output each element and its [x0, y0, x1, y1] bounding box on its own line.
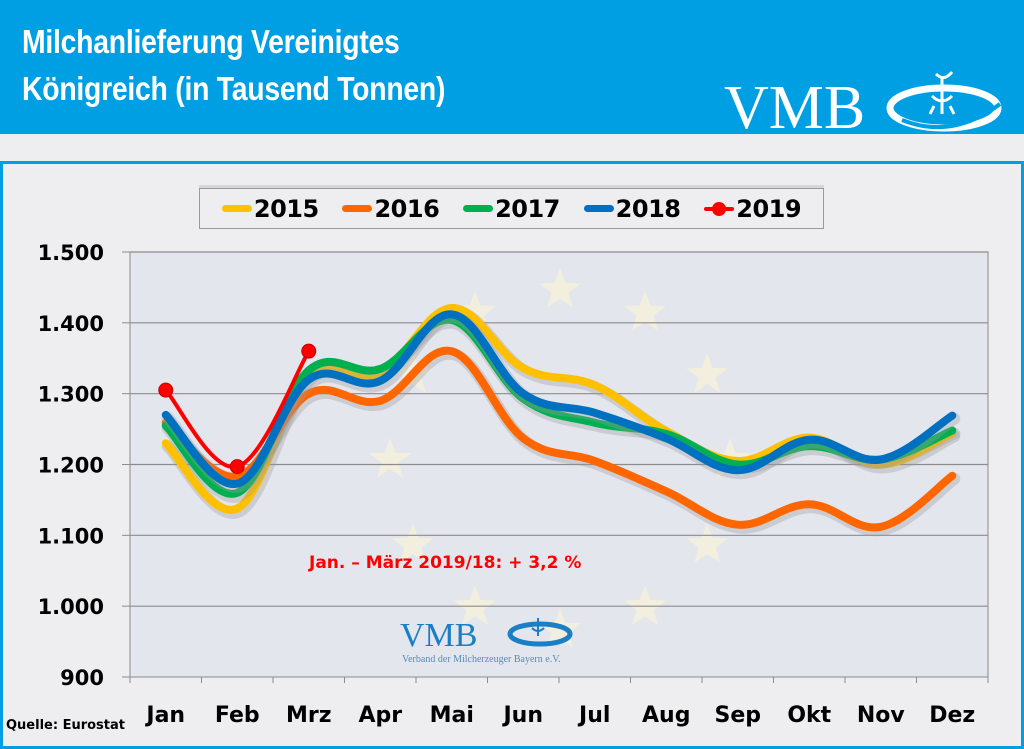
legend-marker-2019: [712, 201, 727, 216]
y-tick-label: 1.000: [38, 595, 104, 619]
x-tick-label: Feb: [215, 703, 260, 728]
y-tick-label: 1.400: [38, 312, 104, 336]
vmb-watermark-logo: VMB Verband der Milcherzeuger Bayern e.V…: [400, 617, 573, 665]
x-tick-label: Okt: [787, 703, 831, 728]
eu-star: [624, 585, 666, 625]
legend-swatch-2017: [463, 205, 494, 212]
x-tick-label: Jan: [144, 703, 185, 728]
series-2016: [161, 346, 961, 537]
vmb-logo-text: VMB: [724, 74, 865, 134]
legend-label-2018: 2018: [615, 194, 681, 223]
y-tick-label: 1.300: [38, 383, 104, 407]
page-title: Milchanlieferung Vereinigtes Königreich …: [22, 18, 445, 112]
x-tick-label: Aug: [642, 703, 690, 728]
series-line-2018: [161, 310, 957, 488]
y-tick-label: 900: [60, 666, 104, 690]
chart-annotation: Jan. – März 2019/18: + 3,2 %: [308, 553, 581, 573]
legend-label-2017: 2017: [495, 194, 560, 223]
legend-label-2016: 2016: [374, 194, 440, 223]
header-banner: Milchanlieferung Vereinigtes Königreich …: [0, 0, 1024, 134]
legend-swatch-2016: [342, 205, 373, 212]
series-line-2016: [161, 346, 957, 532]
y-tick-label: 1.500: [38, 241, 104, 265]
series-lines: [158, 304, 961, 537]
eu-star: [454, 290, 496, 331]
x-tick-label: Mai: [430, 703, 474, 728]
y-axis: 900 1.000 1.100 1.200 1.300 1.400 1.500: [38, 241, 131, 690]
eu-star: [454, 585, 496, 625]
legend-swatch-2015: [221, 205, 252, 212]
x-tick-label: Apr: [358, 703, 402, 728]
legend-swatch-2018: [583, 205, 614, 212]
gridlines: [130, 251, 988, 607]
legend-item-2017: 2017: [463, 195, 560, 223]
y-tick-label: 1.100: [38, 524, 104, 548]
title-line-2: Königreich (in Tausend Tonnen): [22, 70, 446, 107]
x-axis: Jan Feb Mrz Apr Mai Jun Jul Aug Sep Okt Nov Dez: [129, 676, 989, 728]
data-point-2019: [158, 382, 174, 398]
milk-drop-icon: [886, 71, 1002, 132]
x-tick-label: Nov: [857, 703, 906, 728]
x-tick-label: Dez: [929, 703, 975, 728]
legend-label-2015: 2015: [253, 194, 319, 223]
x-tick-label: Jul: [577, 703, 610, 728]
legend-label-2019: 2019: [736, 194, 802, 223]
legend-item-2019: 2019: [704, 194, 802, 223]
legend-item-2015: 2015: [221, 194, 319, 223]
x-tick-label: Sep: [714, 703, 761, 728]
chart-legend: 2015 2016 2017 2018 2019: [199, 188, 824, 229]
legend-item-2018: 2018: [583, 194, 681, 223]
x-tick-label: Mrz: [286, 703, 332, 728]
legend-item-2016: 2016: [342, 194, 440, 223]
legend-swatch-2019: [704, 201, 735, 216]
eu-star: [624, 290, 666, 331]
watermark-subtitle: Verband der Milcherzeuger Bayern e.V.: [402, 654, 561, 665]
watermark-logo-text: VMB: [400, 617, 477, 654]
y-tick-label: 1.200: [38, 454, 104, 478]
series-2018: [161, 310, 961, 493]
x-tick-label: Jun: [501, 703, 543, 728]
source-note: Quelle: Eurostat: [6, 718, 125, 733]
eu-star: [391, 523, 434, 563]
eu-star: [539, 268, 581, 308]
data-point-2019: [229, 459, 245, 475]
milk-drop-icon: [507, 618, 573, 647]
eu-star: [369, 438, 411, 478]
eu-star: [686, 353, 729, 393]
series-2019: [158, 343, 317, 475]
eu-star: [686, 523, 729, 563]
vmb-logo: VMB: [724, 71, 1002, 134]
data-point-2019: [301, 343, 317, 359]
title-line-1: Milchanlieferung Vereinigtes: [22, 23, 400, 60]
